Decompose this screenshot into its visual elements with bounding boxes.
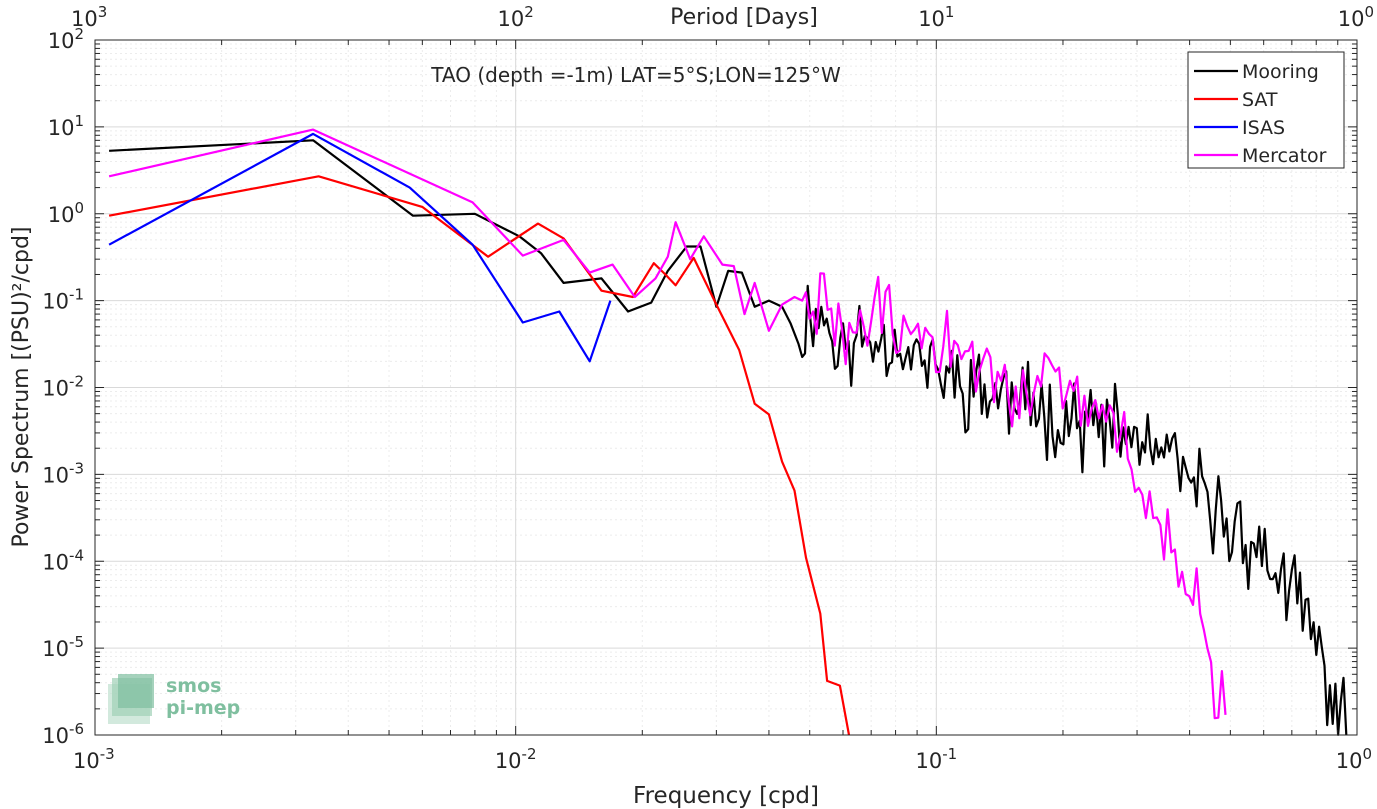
logo-mark-icon	[108, 674, 154, 724]
legend-label-sat: SAT	[1242, 89, 1278, 111]
series-line-mooring	[109, 139, 1348, 736]
legend: Mooring SAT ISAS Mercator	[1187, 51, 1345, 169]
logo-text-line2: pi-mep	[166, 697, 240, 719]
top-tick-label: 101	[918, 3, 954, 31]
top-tick-label: 100	[1338, 3, 1374, 31]
x-tick-label: 100	[1336, 745, 1372, 773]
top-tick-label: 102	[498, 3, 534, 31]
y-tick-label: 10-6	[42, 720, 84, 748]
y-tick-label: 10-4	[42, 546, 84, 574]
y-tick-label: 101	[48, 112, 84, 140]
y-tick-label: 100	[48, 199, 84, 227]
series-line-isas	[108, 132, 612, 363]
y-tick-label: 10-5	[42, 633, 84, 661]
x-tick-label: 10-2	[495, 745, 537, 773]
legend-label-mercator: Mercator	[1242, 145, 1327, 167]
x-tick-label: 10-1	[915, 745, 957, 773]
chart-title: TAO (depth =-1m) LAT=5°S;LON=125°W	[430, 63, 841, 87]
top-tick-labels: 103 102 101 100	[71, 3, 1374, 31]
legend-label-mooring: Mooring	[1242, 61, 1319, 83]
top-tick-label: 103	[71, 3, 107, 31]
legend-label-isas: ISAS	[1242, 117, 1285, 139]
top-axis-label: Period [Days]	[670, 5, 818, 30]
y-tick-label: 10-3	[42, 459, 84, 487]
x-tick-label: 10-3	[73, 745, 115, 773]
series-line-mercator	[108, 128, 1227, 720]
y-axis-label: Power Spectrum [(PSU)²/cpd]	[9, 226, 34, 547]
x-tick-labels: 10-3 10-2 10-1 100	[73, 745, 1372, 773]
y-tick-label: 102	[48, 25, 84, 53]
x-axis-label: Frequency [cpd]	[633, 783, 819, 809]
logo-text-line1: smos	[166, 675, 221, 697]
tick-marks	[94, 39, 1358, 736]
series-layer	[108, 128, 1348, 736]
y-tick-labels: 102 101 100 10-1 10-2 10-3 10-4 10-5 10-6	[42, 25, 84, 748]
y-tick-label: 10-1	[42, 286, 84, 314]
y-tick-label: 10-2	[42, 373, 84, 401]
series-line-sat	[108, 175, 851, 736]
smos-pi-mep-logo: smos pi-mep	[108, 674, 240, 724]
